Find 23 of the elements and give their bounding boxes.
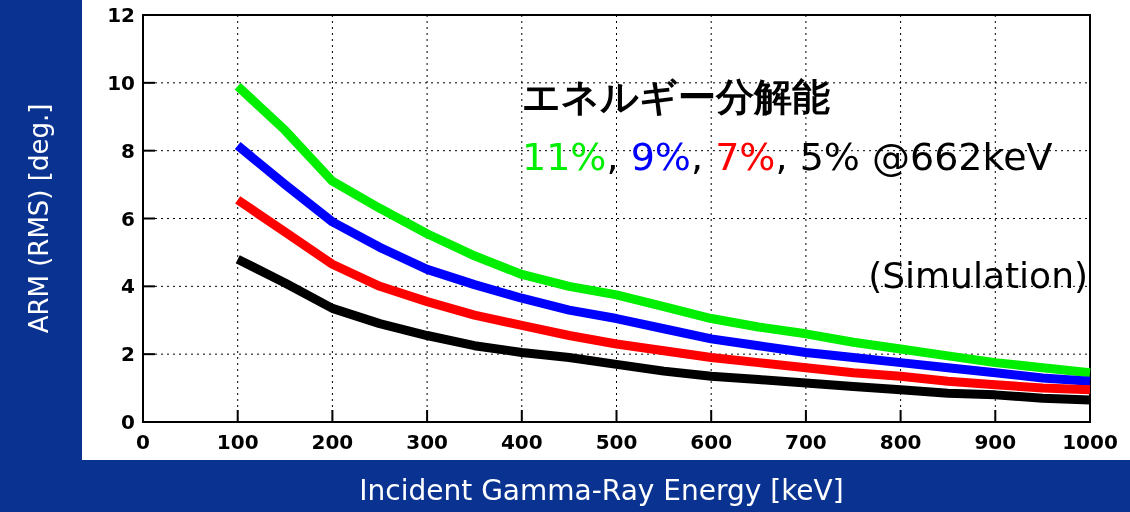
x-tick-label: 100 [216, 430, 259, 454]
x-tick-label: 800 [879, 430, 922, 454]
legend: 11%, 9%, 7%, 5% @662keV [522, 135, 1053, 179]
x-tick-label: 0 [136, 430, 150, 454]
x-tick-label: 600 [690, 430, 733, 454]
annotation: (Simulation) [868, 255, 1088, 296]
y-tick-label: 2 [121, 342, 135, 367]
y-tick-label: 4 [121, 274, 135, 299]
legend-title: エネルギー分解能 [522, 75, 830, 119]
y-tick-label: 6 [121, 206, 135, 231]
y-tick-label: 12 [107, 3, 135, 27]
y-tick-label: 0 [121, 410, 135, 434]
y-axis-title: ARM (RMS) [deg.] [24, 103, 54, 334]
y-tick-label: 10 [107, 70, 135, 95]
x-tick-label: 900 [974, 430, 1017, 454]
x-tick-label: 700 [785, 430, 827, 454]
y-tick-label: 8 [121, 138, 135, 163]
x-tick-label: 200 [311, 430, 354, 454]
x-tick-label: 400 [500, 430, 543, 454]
x-axis-title: Incident Gamma-Ray Energy [keV] [359, 474, 844, 507]
x-tick-label: 300 [406, 430, 448, 454]
x-tick-label: 1000 [1062, 430, 1118, 454]
x-tick-label: 500 [595, 430, 638, 454]
